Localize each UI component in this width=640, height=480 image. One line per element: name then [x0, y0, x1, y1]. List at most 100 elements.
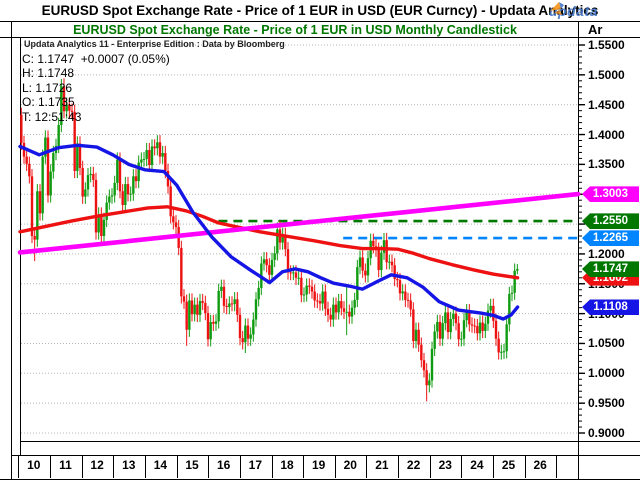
candle-body [465, 311, 468, 321]
updata-logo: updata [549, 1, 598, 20]
price-badge: 1.1108 [582, 299, 639, 316]
candle-body [60, 86, 63, 125]
candle-body [124, 184, 127, 205]
candle-body [241, 338, 244, 343]
trendline [17, 191, 581, 255]
candle-body [401, 291, 404, 294]
candle-body [452, 313, 455, 319]
candle-body [78, 143, 82, 168]
candle-body [73, 111, 76, 171]
candle-body [297, 277, 300, 279]
x-axis-separator [113, 456, 115, 478]
chart-title-bar: EURUSD Spot Exchange Rate - Price of 1 E… [12, 22, 578, 37]
x-axis-year-label: 15 [185, 458, 199, 472]
x-axis-year-label: 26 [533, 458, 547, 472]
chart-title: EURUSD Spot Exchange Rate - Price of 1 E… [73, 22, 517, 37]
candle-body [193, 304, 196, 315]
candle-body [508, 293, 511, 325]
candle-body [262, 259, 266, 264]
candle-body [190, 300, 194, 315]
x-axis-separator [493, 456, 495, 478]
candle-body [246, 325, 250, 339]
candle-body [398, 280, 402, 294]
candle-body [220, 286, 223, 291]
candle-body [102, 219, 106, 237]
candle-body [38, 191, 42, 214]
candle-body [284, 234, 287, 250]
candle-body [470, 324, 474, 326]
candle-body [420, 344, 423, 361]
candle-body [140, 159, 143, 163]
candle-body [225, 305, 228, 308]
candle-body [36, 191, 39, 240]
y-axis-tick-label: 1.0500 [588, 336, 625, 351]
candle-body [121, 191, 124, 205]
x-axis-year-label: 12 [90, 458, 104, 472]
candle-body [486, 310, 490, 324]
candle-body [385, 240, 388, 263]
candle-body [28, 163, 31, 177]
candle-body [185, 301, 188, 330]
quote-line: T: 12:51:43 [22, 109, 82, 124]
candle-body [457, 323, 460, 340]
updata-arrow-icon [550, 2, 564, 15]
candle-body [326, 308, 330, 315]
candle-body [334, 304, 338, 313]
x-axis-separator [303, 456, 305, 478]
candle-body [318, 301, 322, 304]
candle-body [68, 104, 71, 111]
y-axis-tick-label: 0.9500 [588, 396, 625, 411]
candle-body [270, 259, 274, 275]
y-axis-tick-label: 1.5500 [588, 38, 625, 52]
candle-body [110, 195, 114, 197]
candle-body [316, 300, 319, 302]
candle-body [380, 252, 383, 271]
candle-body [342, 308, 346, 312]
candle-body [201, 301, 204, 303]
candle-body [57, 124, 60, 146]
candle-body [249, 334, 252, 339]
y-axis-spine [578, 22, 579, 479]
y-axis-tick-label: 1.4000 [588, 127, 625, 142]
y-axis-tick-label: 1.0000 [588, 366, 625, 381]
candle-body [222, 286, 226, 306]
candle-body [172, 216, 175, 223]
candle-body [502, 351, 506, 353]
candle-body [366, 258, 370, 276]
candle-body [310, 286, 314, 292]
price-badge: 1.2550 [582, 213, 639, 230]
plot-bottom-spine [20, 441, 640, 442]
price-badge: 1.1747 [582, 261, 639, 278]
candle-body [292, 272, 295, 274]
x-axis-year-label: 14 [153, 458, 168, 472]
candle-body [238, 314, 242, 339]
candle-body [289, 272, 292, 274]
candle-body [425, 370, 428, 386]
candle-body [20, 114, 23, 143]
candle-body [196, 304, 199, 315]
candle-body [188, 300, 191, 330]
candle-body [505, 324, 508, 352]
quote-line: L: 1.1726 [22, 80, 73, 95]
candle-body [444, 312, 447, 324]
candle-body [198, 301, 202, 315]
x-axis-year-label: 25 [501, 458, 516, 472]
candle-body [337, 301, 340, 313]
candle-body [492, 305, 495, 321]
candle-body [86, 175, 90, 190]
candle-body [230, 303, 234, 305]
x-axis-separator [556, 456, 558, 478]
candle-body [340, 301, 343, 309]
candle-body [441, 323, 444, 339]
candle-body [252, 319, 255, 335]
candle-body [89, 173, 92, 176]
candle-body [377, 249, 380, 271]
candle-body [142, 159, 146, 161]
candle-body [361, 257, 364, 271]
x-axis-separator [429, 456, 431, 478]
candle-body [145, 150, 148, 160]
candle-body [180, 247, 183, 297]
x-axis-year-label: 11 [59, 458, 72, 472]
